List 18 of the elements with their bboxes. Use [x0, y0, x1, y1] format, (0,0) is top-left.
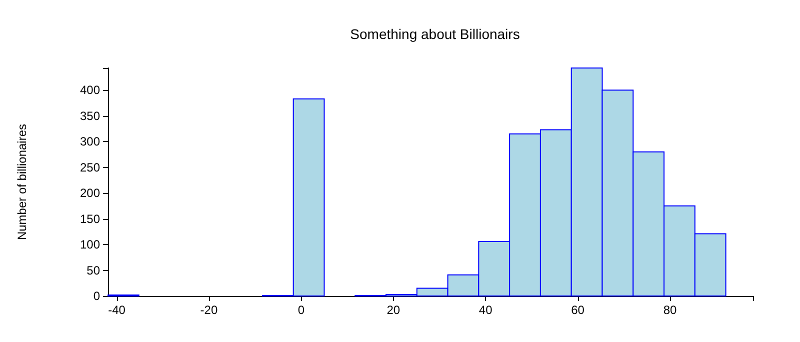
y-tick-label: 50 — [86, 263, 100, 278]
x-tick-label: -40 — [108, 303, 126, 317]
x-tick-label: 40 — [478, 303, 493, 317]
x-tick-label: 80 — [663, 303, 678, 317]
y-tick-label: 300 — [80, 134, 100, 149]
x-tick-label: 0 — [298, 303, 305, 317]
y-tick-label: 0 — [93, 289, 100, 303]
y-tick-label: 200 — [80, 186, 100, 200]
y-tick-label: 150 — [80, 212, 100, 226]
y-tick-label: 250 — [80, 160, 100, 174]
x-tick-label: 20 — [386, 303, 400, 317]
y-tick-label: 400 — [80, 83, 100, 98]
x-tick-label: 60 — [571, 303, 585, 317]
x-tick-label: -20 — [200, 303, 218, 317]
chart-title: Something about Billionairs — [350, 26, 520, 42]
y-axis-title: Number of billionaires — [15, 124, 29, 240]
y-tick-label: 100 — [80, 238, 100, 252]
y-tick-label: 350 — [80, 108, 100, 123]
